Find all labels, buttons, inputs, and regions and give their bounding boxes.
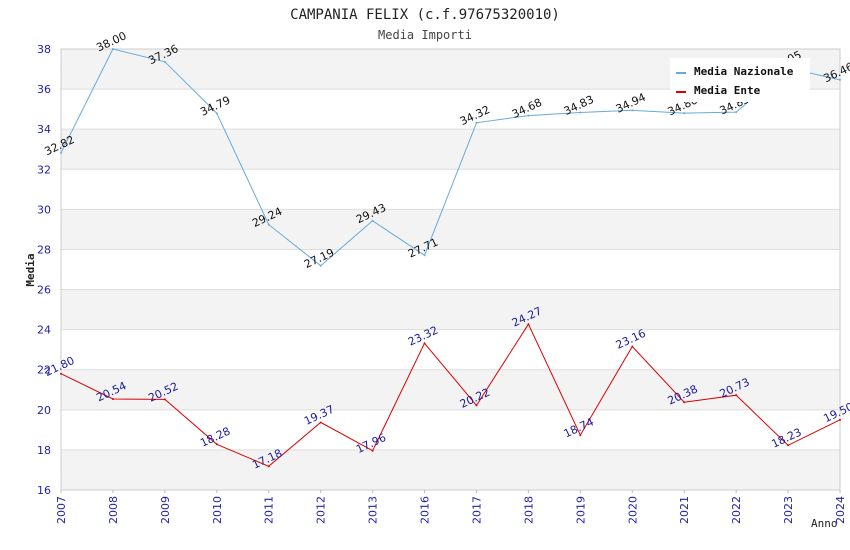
x-axis-ticks: 2007 2008 2009 2010 2011 2012 2013 2016 2017 2018…: [55, 490, 847, 524]
x-tick-label: 2013: [367, 496, 380, 524]
data-point-media-nazionale: [371, 219, 374, 222]
data-point-media-nazionale: [579, 111, 582, 114]
y-tick-label: 22: [37, 364, 51, 377]
data-point-media-nazionale: [267, 223, 270, 226]
plot-bands: [61, 49, 840, 490]
series-line-media-nazionale: [60, 48, 841, 267]
data-point-media-nazionale: [423, 254, 426, 257]
legend-label-media-nazionale: Media Nazionale: [694, 65, 794, 78]
plot-band: [61, 209, 840, 250]
plot-band: [61, 369, 840, 410]
data-point-media-nazionale: [215, 112, 218, 115]
y-tick-label: 30: [37, 203, 51, 216]
plot-band: [61, 249, 840, 290]
y-tick-label: 34: [37, 123, 51, 136]
x-tick-label: 2010: [211, 496, 224, 524]
data-point-media-ente: [631, 345, 634, 348]
plot-band: [61, 449, 840, 490]
data-point-media-ente: [267, 465, 270, 468]
y-axis-ticks: 16 18 20 22 24 26 28 30 32 34 36 38: [37, 43, 51, 497]
x-tick-label: 2016: [419, 496, 432, 524]
y-tick-label: 36: [37, 83, 51, 96]
x-tick-label: 2020: [626, 496, 639, 524]
plot-band: [61, 409, 840, 450]
series-lines: [60, 48, 841, 468]
data-point-media-ente: [111, 397, 114, 400]
data-point-media-ente: [735, 394, 738, 397]
data-point-media-ente: [683, 401, 686, 404]
data-point-media-ente: [475, 404, 478, 407]
x-tick-label: 2012: [315, 496, 328, 524]
series-line-media-ente: [60, 323, 841, 467]
y-tick-label: 28: [37, 243, 51, 256]
data-point-media-ente: [787, 444, 790, 447]
data-point-media-nazionale: [839, 78, 841, 81]
y-tick-label: 18: [37, 444, 51, 457]
x-tick-label: 2019: [574, 496, 587, 524]
chart-title: CAMPANIA FELIX (c.f.97675320010): [290, 7, 560, 23]
data-point-media-ente: [839, 418, 841, 421]
data-point-media-nazionale: [319, 264, 322, 267]
data-point-media-nazionale: [163, 60, 166, 63]
data-point-media-nazionale: [735, 111, 738, 114]
data-point-media-ente: [579, 434, 582, 437]
x-tick-label: 2024: [834, 496, 847, 524]
x-tick-label: 2021: [678, 496, 691, 524]
y-axis-title: Media: [24, 253, 37, 286]
data-point-media-ente: [215, 443, 218, 446]
data-point-media-nazionale: [475, 121, 478, 124]
x-tick-label: 2008: [107, 496, 120, 524]
data-point-media-ente: [423, 342, 426, 345]
data-point-media-nazionale: [527, 114, 530, 117]
y-tick-label: 26: [37, 284, 51, 297]
plot-band: [61, 329, 840, 370]
x-tick-label: 2017: [470, 496, 483, 524]
chart-subtitle: Media Importi: [378, 28, 472, 42]
y-tick-label: 32: [37, 163, 51, 176]
x-tick-label: 2023: [782, 496, 795, 524]
plot-band: [61, 129, 840, 170]
data-point-media-ente: [319, 421, 322, 424]
x-tick-label: 2011: [263, 496, 276, 524]
data-point-media-ente: [163, 398, 166, 401]
x-tick-label: 2007: [55, 496, 68, 524]
legend-box: [670, 58, 810, 102]
y-tick-label: 38: [37, 43, 51, 56]
plot-frame: [60, 48, 841, 491]
x-tick-label: 2018: [522, 496, 535, 524]
data-point-media-ente: [60, 372, 62, 375]
y-tick-label: 16: [37, 484, 51, 497]
plot-band: [61, 289, 840, 330]
data-point-media-nazionale: [631, 109, 634, 112]
x-tick-label: 2022: [730, 496, 743, 524]
y-tick-label: 20: [37, 404, 51, 417]
y-tick-label: 24: [37, 324, 51, 337]
data-point-media-nazionale: [60, 151, 62, 154]
legend-label-media-ente: Media Ente: [694, 84, 761, 97]
x-axis-title: Anno: [811, 517, 838, 530]
data-point-media-nazionale: [683, 112, 686, 115]
x-tick-label: 2009: [159, 496, 172, 524]
data-point-media-nazionale: [111, 48, 114, 50]
data-point-media-ente: [527, 323, 530, 326]
data-point-media-ente: [371, 449, 374, 452]
legend: Media Nazionale Media Ente: [670, 58, 810, 102]
